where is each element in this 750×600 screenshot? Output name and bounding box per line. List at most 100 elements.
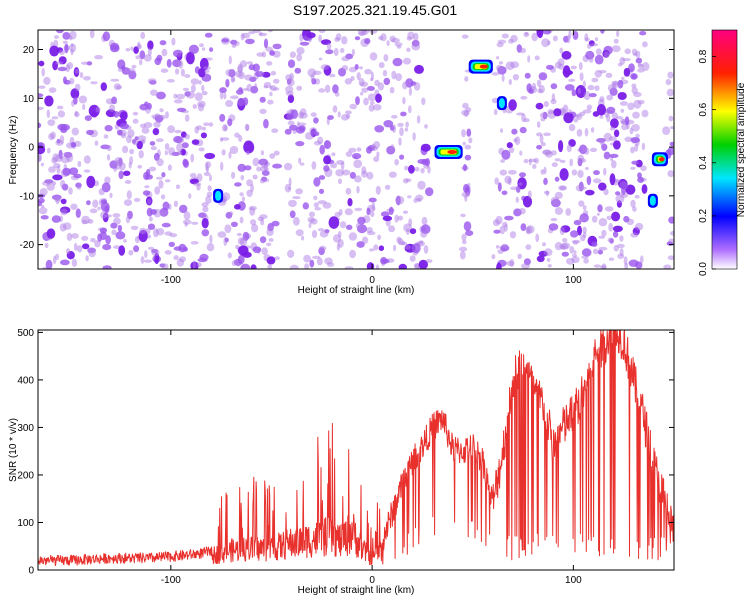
spectrogram-point [38,106,44,111]
spectrogram-point [408,218,413,227]
spectrogram-point [621,76,625,80]
spectrogram-point [331,152,336,156]
spectrogram-point [404,127,409,132]
spectrogram-point [571,239,581,244]
spectrogram-point [603,188,609,196]
spectrogram-point [83,76,91,81]
spectrogram-point [414,263,420,269]
spectrogram-point [586,104,593,111]
spectrogram-x-ticks: -100 0 100 [161,30,582,286]
spectrogram-point [46,228,56,239]
spectrogram-point [209,174,212,182]
spectrogram-point [164,250,172,255]
spectrogram-point [330,162,338,169]
colorbar-label: Normalized spectral amplitude [736,82,747,217]
snr-series-line [38,330,674,566]
spectrogram-point [463,221,472,232]
spectrogram-point [146,102,152,110]
spectrogram-point [184,74,191,78]
spectrogram-point [143,122,153,128]
spectrogram-point [356,147,362,152]
spectrogram-point [525,244,532,250]
spectrogram-point [173,200,178,207]
spectrogram-point [150,209,158,215]
spectrogram-point [541,38,550,48]
spectrogram-point [357,30,367,37]
spectrogram-point [400,111,407,117]
spectrogram-point [191,221,199,225]
spectrogram-point [516,112,525,116]
spectrogram-point [425,187,434,197]
spectrogram-point [559,226,565,236]
spectrogram-point [603,167,607,176]
spectrogram-point [524,72,531,79]
spectrogram-point [69,167,79,176]
spectrogram-point [236,232,242,237]
spectrogram-point [270,70,277,76]
spectrogram-point [301,235,305,241]
spectrogram-point [524,32,529,36]
spectrogram-point [306,32,316,39]
spectrogram-point [341,56,350,62]
spectrogram-point [423,245,429,254]
spectrogram-point [259,108,267,114]
spectrogram-point [308,211,316,218]
spectrogram-point [345,151,353,158]
spectrogram-point [44,95,54,107]
spectrogram-point [421,216,428,226]
spectrogram-point [86,175,96,189]
spectrogram-point [159,114,166,120]
spectrogram-point [589,56,594,63]
spectrogram-point [335,169,344,177]
spectrogram-point [114,157,123,166]
spectrogram-point [507,177,512,185]
spectrogram-point [414,64,424,74]
spectrogram-point [536,79,542,88]
spectrogram-point [201,229,210,237]
spectrogram-point [375,93,382,103]
spectrogram-point [333,48,339,56]
spectrogram-point [581,248,592,257]
spectrogram-point [552,35,558,42]
spectrogram-point [577,87,581,95]
spectrogram-point [120,133,127,139]
spectrogram-point [318,188,325,194]
spectrogram-point [81,61,89,65]
spectrogram-point [527,55,531,63]
spectrogram-point [378,62,385,69]
colorbar-ticks: 0.0 0.2 0.4 0.6 0.8 [698,49,716,276]
spectrogram-point [307,68,317,77]
spectrogram-point [231,260,237,266]
spectrogram-point [391,70,397,80]
spectrogram-point [119,111,128,121]
spectrogram-point [550,217,558,222]
spectrogram-point [123,170,131,176]
spectrogram-point [501,190,508,196]
spectrogram-point [584,127,589,137]
spectrogram-point [313,177,321,187]
spectrogram-point [196,125,203,131]
spectrogram-point [359,91,364,96]
spectrogram-point [231,77,235,82]
spectrogram-point [623,215,630,223]
spectrogram-point [228,55,232,65]
spectrogram-point [536,30,542,37]
spectrogram-point [145,174,154,180]
hotspot-peak [479,64,488,69]
spectrogram-x-tick-label: 0 [369,275,375,286]
spectrogram-point [619,235,624,242]
spectrogram-point [217,231,227,238]
spectrogram-point [418,259,428,269]
spectrogram-point [259,178,266,184]
spectrogram-point [60,259,70,266]
spectrogram-point [578,200,585,207]
spectrogram-point [612,230,619,238]
spectrogram-point [612,225,623,232]
spectrogram-point [181,142,189,149]
spectrogram-point [227,252,232,259]
spectrogram-point [126,190,132,200]
spectrogram-point [269,91,273,97]
spectrogram-point [594,37,599,42]
spectrogram-point [225,69,234,77]
spectrogram-point [401,240,406,246]
